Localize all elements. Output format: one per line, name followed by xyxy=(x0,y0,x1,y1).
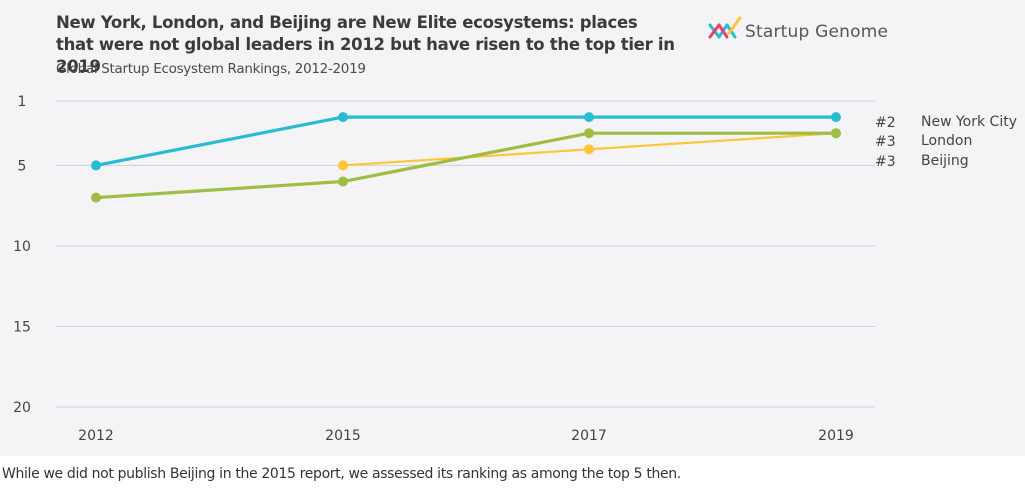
footnote: While we did not publish Beijing in the … xyxy=(2,466,681,482)
series-new-york-city xyxy=(91,112,841,171)
legend-rank: #3 xyxy=(875,154,896,170)
y-tick-label: 1 xyxy=(18,94,27,110)
data-point xyxy=(831,112,841,123)
startup-genome-logo: Startup Genome xyxy=(707,15,888,48)
x-tick-label: 2012 xyxy=(78,428,114,444)
data-point xyxy=(91,192,101,203)
legend-rank: #2 xyxy=(875,115,896,131)
x-tick-label: 2019 xyxy=(818,428,854,444)
legend-label: Beijing xyxy=(921,153,969,169)
legend-label: New York City xyxy=(921,114,1017,130)
data-point xyxy=(338,112,348,123)
series-line xyxy=(95,115,836,167)
data-point xyxy=(338,160,348,171)
data-point xyxy=(584,144,594,155)
logo-text: Startup Genome xyxy=(745,21,889,42)
data-point xyxy=(584,128,594,139)
y-tick-label: 20 xyxy=(13,400,31,416)
y-tick-label: 5 xyxy=(18,158,27,174)
series-group xyxy=(91,112,841,203)
data-point xyxy=(831,128,841,139)
data-point xyxy=(338,176,348,187)
series-line xyxy=(95,131,836,200)
y-tick-label: 10 xyxy=(13,239,31,255)
legend-rank: #3 xyxy=(875,134,896,150)
startup-genome-logo-icon xyxy=(707,15,743,48)
data-point xyxy=(584,112,594,123)
series-london xyxy=(91,128,841,203)
x-tick-label: 2017 xyxy=(571,428,607,444)
chart-subtitle: Global Startup Ecosystem Rankings, 2012-… xyxy=(56,61,366,77)
chart-panel xyxy=(0,0,1025,456)
data-point xyxy=(91,160,101,171)
legend: #2 New York City #3 London #3 Beijing xyxy=(875,114,1017,170)
x-tick-label: 2015 xyxy=(325,428,361,444)
y-tick-label: 15 xyxy=(13,319,31,335)
gridlines xyxy=(56,100,875,408)
legend-label: London xyxy=(921,133,972,149)
x-axis-ticks: 2012 2015 2017 2019 xyxy=(78,428,854,444)
chart-title: New York, London, and Beijing are New El… xyxy=(56,13,675,76)
